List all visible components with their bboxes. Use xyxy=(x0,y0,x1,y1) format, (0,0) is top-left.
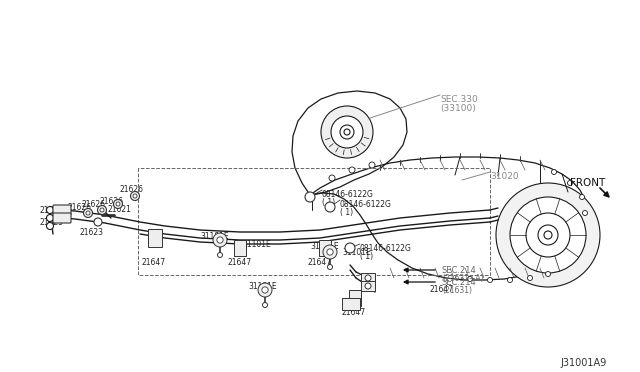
Bar xyxy=(342,298,360,310)
Circle shape xyxy=(467,276,472,282)
Circle shape xyxy=(329,175,335,181)
Text: 21647: 21647 xyxy=(142,258,166,267)
Circle shape xyxy=(508,278,513,282)
Text: 21621: 21621 xyxy=(108,205,132,214)
Text: SEC.214: SEC.214 xyxy=(442,266,477,275)
Circle shape xyxy=(345,243,355,253)
Circle shape xyxy=(94,218,102,226)
Circle shape xyxy=(579,195,584,199)
Circle shape xyxy=(325,202,335,212)
Text: B: B xyxy=(348,246,352,250)
FancyBboxPatch shape xyxy=(53,213,71,223)
Text: 31181E: 31181E xyxy=(310,242,339,251)
Circle shape xyxy=(213,233,227,247)
Text: 31020: 31020 xyxy=(490,172,518,181)
Bar xyxy=(234,240,246,256)
Circle shape xyxy=(369,162,375,168)
Circle shape xyxy=(328,264,333,269)
Circle shape xyxy=(97,205,106,215)
Circle shape xyxy=(321,106,373,158)
Circle shape xyxy=(349,167,355,173)
Circle shape xyxy=(365,275,371,281)
Circle shape xyxy=(116,202,120,206)
Text: ( 1): ( 1) xyxy=(360,252,373,261)
Circle shape xyxy=(100,208,104,212)
Text: ( 1): ( 1) xyxy=(340,208,353,217)
Text: 21626: 21626 xyxy=(68,203,92,212)
Circle shape xyxy=(545,272,550,276)
Text: 21647: 21647 xyxy=(342,308,366,317)
Circle shape xyxy=(331,116,363,148)
Text: 08146-6122G: 08146-6122G xyxy=(340,200,392,209)
Circle shape xyxy=(510,197,586,273)
Bar xyxy=(148,229,162,247)
Circle shape xyxy=(217,237,223,243)
Text: 21647: 21647 xyxy=(308,258,332,267)
Circle shape xyxy=(47,222,54,230)
Text: J31001A9: J31001A9 xyxy=(560,358,606,368)
Circle shape xyxy=(552,170,557,174)
Text: SEC.330: SEC.330 xyxy=(440,95,477,104)
Circle shape xyxy=(538,225,558,245)
Text: FRONT: FRONT xyxy=(570,178,605,188)
Circle shape xyxy=(568,180,573,186)
Text: 31181E: 31181E xyxy=(248,282,276,291)
Text: 08146-6122G: 08146-6122G xyxy=(322,190,374,199)
Circle shape xyxy=(496,183,600,287)
Text: 31101E: 31101E xyxy=(342,248,371,257)
Text: (33100): (33100) xyxy=(440,104,476,113)
Text: ( 1): ( 1) xyxy=(322,198,335,207)
Circle shape xyxy=(344,129,350,135)
Text: 21647: 21647 xyxy=(227,258,251,267)
Circle shape xyxy=(305,192,315,202)
Circle shape xyxy=(340,125,354,139)
Circle shape xyxy=(488,278,493,282)
Text: 21625: 21625 xyxy=(40,218,64,227)
Circle shape xyxy=(86,211,90,215)
Text: (21631): (21631) xyxy=(442,286,472,295)
Text: SEC.214: SEC.214 xyxy=(442,278,477,287)
Circle shape xyxy=(47,215,54,221)
Circle shape xyxy=(131,192,140,201)
Bar xyxy=(349,290,361,306)
Circle shape xyxy=(526,213,570,257)
Circle shape xyxy=(83,208,93,218)
Circle shape xyxy=(133,194,137,198)
Bar xyxy=(361,273,375,283)
Bar xyxy=(319,240,331,256)
FancyBboxPatch shape xyxy=(53,205,71,215)
Text: 21626: 21626 xyxy=(100,197,124,206)
Circle shape xyxy=(327,249,333,255)
Circle shape xyxy=(258,283,272,297)
Circle shape xyxy=(262,287,268,293)
Circle shape xyxy=(527,276,532,280)
Text: 21623: 21623 xyxy=(80,228,104,237)
Text: 31101E: 31101E xyxy=(242,240,271,249)
Circle shape xyxy=(323,245,337,259)
Circle shape xyxy=(218,253,223,257)
Circle shape xyxy=(365,283,371,289)
Circle shape xyxy=(113,199,122,208)
Bar xyxy=(361,281,375,291)
Text: 21626: 21626 xyxy=(120,185,144,194)
Text: 08146-6122G: 08146-6122G xyxy=(360,244,412,253)
Text: (21631+A): (21631+A) xyxy=(442,274,484,283)
Text: B: B xyxy=(308,195,312,199)
Text: 31181E: 31181E xyxy=(200,232,228,241)
Text: B: B xyxy=(328,205,332,209)
Text: 21647: 21647 xyxy=(430,285,454,294)
Text: 21626: 21626 xyxy=(82,200,106,209)
Text: 21625: 21625 xyxy=(40,206,64,215)
Circle shape xyxy=(544,231,552,239)
Circle shape xyxy=(47,206,54,214)
Circle shape xyxy=(582,211,588,215)
Circle shape xyxy=(262,302,268,308)
